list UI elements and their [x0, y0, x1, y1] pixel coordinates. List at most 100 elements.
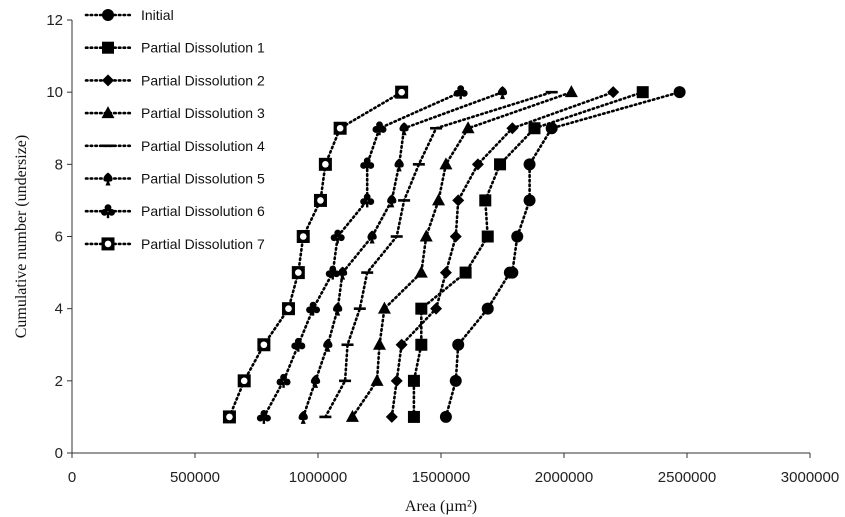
- legend-item: Partial Dissolution 7: [84, 236, 265, 252]
- data-point: [333, 121, 347, 135]
- x-tick-label: 0: [68, 469, 76, 486]
- series-line: [228, 90, 403, 419]
- data-point: [353, 307, 366, 310]
- data-point: [222, 410, 236, 424]
- data-point: [439, 410, 452, 423]
- series-line: [444, 90, 681, 419]
- data-point: [452, 194, 465, 207]
- data-point: [439, 266, 452, 279]
- data-point: [407, 410, 420, 423]
- y-tick-label: 8: [55, 156, 63, 173]
- data-point: [291, 337, 306, 352]
- data-point: [414, 265, 428, 278]
- data-point: [390, 374, 403, 387]
- data-point: [256, 410, 271, 424]
- x-tick-label: 2000000: [535, 469, 593, 486]
- data-point: [361, 271, 374, 274]
- x-tick-label: 1500000: [412, 469, 470, 486]
- series-line: [324, 90, 554, 419]
- data-point: [545, 90, 558, 94]
- series-line: [351, 90, 573, 419]
- x-tick-label: 500000: [170, 469, 220, 486]
- legend-label: Partial Dissolution 5: [141, 171, 265, 187]
- data-point: [310, 374, 321, 388]
- legend-label: Partial Dissolution 4: [141, 138, 265, 154]
- x-tick-label: 2500000: [658, 469, 716, 486]
- data-point: [511, 230, 524, 243]
- data-point: [360, 193, 375, 208]
- legend: Initial Partial Dissolution 1 Partial Diss…: [84, 7, 265, 252]
- data-point: [564, 85, 578, 98]
- data-point: [313, 193, 327, 207]
- legend-marker: [102, 9, 114, 21]
- data-point: [296, 230, 310, 243]
- data-point: [415, 302, 428, 315]
- axes: 0 2 4 6 8 10 12 0 500000 1000000 1500000 2000000 250…: [46, 12, 839, 486]
- data-point: [545, 122, 558, 135]
- series-line: [262, 90, 463, 419]
- data-point: [452, 338, 465, 351]
- data-point: [430, 302, 443, 315]
- data-point: [415, 338, 428, 351]
- data-point: [528, 122, 541, 135]
- series-6: [298, 86, 508, 424]
- series-1: [439, 86, 686, 423]
- series-2: [407, 86, 649, 423]
- series-8: [222, 85, 409, 424]
- data-point: [377, 301, 391, 314]
- legend-item: Partial Dissolution 5: [84, 171, 265, 187]
- data-point: [330, 229, 345, 244]
- data-point: [395, 85, 409, 99]
- legend-marker: [101, 237, 115, 251]
- data-point: [523, 158, 536, 171]
- series-line: [301, 90, 504, 419]
- data-point: [306, 301, 321, 316]
- data-point: [276, 373, 291, 388]
- legend-label: Partial Dissolution 1: [141, 40, 265, 56]
- data-point: [399, 122, 409, 136]
- legend-label: Initial: [141, 7, 174, 23]
- data-point: [497, 86, 508, 100]
- data-point: [430, 126, 443, 130]
- legend-marker: [101, 204, 115, 219]
- data-point: [395, 338, 408, 351]
- series-4: [345, 85, 578, 422]
- data-point: [387, 194, 397, 208]
- data-point: [449, 230, 462, 243]
- legend-item: Partial Dissolution 3: [84, 105, 265, 121]
- data-point: [523, 194, 536, 207]
- data-point: [398, 199, 411, 202]
- data-point: [449, 374, 462, 387]
- y-tick-label: 10: [46, 84, 63, 101]
- legend-marker: [102, 144, 114, 148]
- data-point: [673, 86, 686, 99]
- data-point: [360, 157, 375, 172]
- y-tick-label: 2: [55, 373, 63, 390]
- x-axis-title: Area (µm²): [405, 498, 477, 515]
- legend-marker: [101, 106, 115, 119]
- data-point: [419, 229, 433, 242]
- y-tick-label: 0: [55, 445, 63, 462]
- legend-label: Partial Dissolution 2: [141, 72, 265, 88]
- x-tick-label: 1000000: [289, 469, 347, 486]
- data-point: [291, 266, 305, 280]
- legend-item: Partial Dissolution 6: [84, 203, 265, 219]
- data-point: [412, 163, 425, 166]
- data-point: [325, 265, 340, 280]
- legend-item: Partial Dissolution 4: [84, 138, 265, 154]
- x-tick-label: 3000000: [781, 469, 839, 486]
- data-point: [506, 266, 519, 279]
- data-point: [298, 410, 308, 424]
- data-point: [319, 415, 332, 419]
- data-point: [390, 235, 403, 238]
- data-point: [432, 193, 446, 206]
- data-point: [318, 157, 332, 171]
- series-7: [256, 85, 468, 424]
- data-point: [281, 302, 295, 316]
- y-tick-label: 12: [46, 12, 63, 29]
- data-point: [481, 302, 494, 315]
- legend-marker: [103, 172, 113, 186]
- legend-label: Partial Dissolution 7: [141, 236, 265, 252]
- data-point: [407, 374, 420, 387]
